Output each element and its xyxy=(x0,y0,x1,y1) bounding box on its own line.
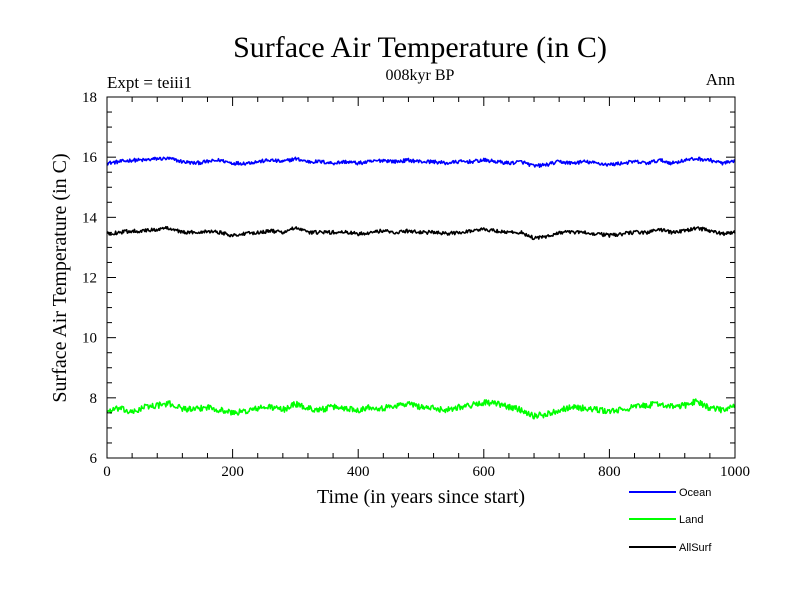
x-tick-label: 1000 xyxy=(720,464,750,480)
y-tick-label: 16 xyxy=(82,150,98,166)
x-tick-label: 0 xyxy=(103,464,111,480)
chart-title: Surface Air Temperature (in C) xyxy=(233,31,607,64)
legend: Ocean Land AllSurf xyxy=(629,487,712,554)
legend-label-ocean: Ocean xyxy=(679,487,711,499)
series-line-land xyxy=(106,398,736,420)
x-tick-label: 600 xyxy=(473,464,496,480)
legend-label-allsurf: AllSurf xyxy=(679,542,712,554)
series-line-ocean xyxy=(106,156,736,168)
x-tick-label: 400 xyxy=(347,464,370,480)
plot-frame xyxy=(106,96,736,459)
y-tick-label: 8 xyxy=(90,391,98,407)
y-tick-label: 18 xyxy=(82,90,97,106)
y-tick-label: 12 xyxy=(82,271,97,287)
x-tick-label: 200 xyxy=(221,464,244,480)
y-tick-label: 6 xyxy=(90,451,98,467)
period-label: Ann xyxy=(706,70,736,89)
y-axis: 6 8 10 12 14 16 18 xyxy=(82,90,735,467)
series-line-allsurf xyxy=(106,225,736,241)
y-tick-label: 10 xyxy=(82,331,97,347)
y-axis-label: Surface Air Temperature (in C) xyxy=(49,153,71,402)
y-tick-label: 14 xyxy=(82,210,98,226)
x-axis-label: Time (in years since start) xyxy=(317,486,525,508)
experiment-label: Expt = teiii1 xyxy=(107,73,192,92)
x-axis: 0 200 400 600 800 1000 xyxy=(103,97,750,480)
chart-subtitle: 008kyr BP xyxy=(386,67,455,84)
x-tick-label: 800 xyxy=(598,464,621,480)
legend-label-land: Land xyxy=(679,514,703,526)
series-layer xyxy=(106,156,736,420)
